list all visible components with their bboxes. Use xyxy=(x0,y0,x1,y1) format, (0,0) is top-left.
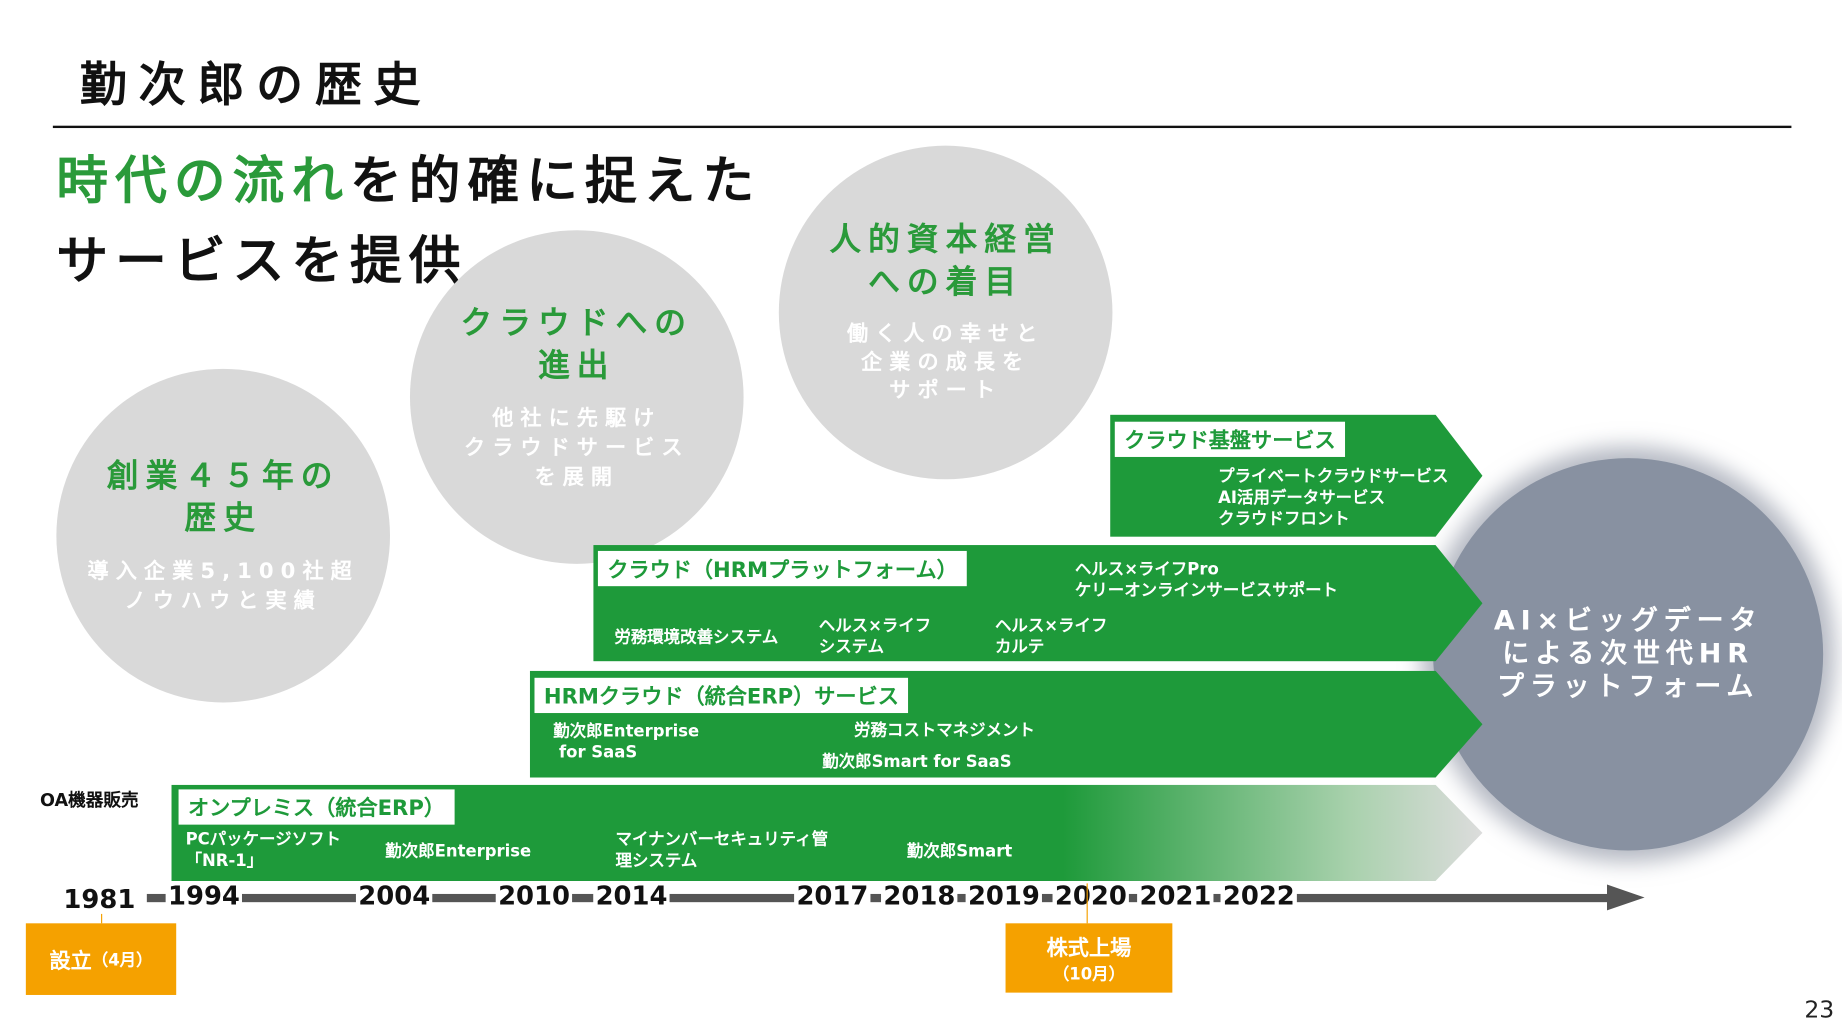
listing-connector xyxy=(1086,883,1088,924)
circle-sub: サポート xyxy=(889,378,1003,403)
band-item: カルテ xyxy=(994,637,1045,657)
band-item: クラウドフロント xyxy=(1218,509,1350,529)
circle-title: クラウドへの xyxy=(460,304,694,342)
band-item: ヘルス×ライフ xyxy=(818,616,932,636)
band-item: マイナンバーセキュリティ管 xyxy=(615,830,829,850)
headline-line1: 時代の流れを的確に捉えた xyxy=(56,139,761,214)
band-item: ヘルス×ライフPro xyxy=(1074,560,1219,580)
year-label: 2020 xyxy=(1052,882,1130,913)
band-cloud-infra: クラウド基盤サービス プライベートクラウドサービス AI活用データサービス クラウド… xyxy=(1110,415,1482,537)
band-label: HRMクラウド（統合ERP）サービス xyxy=(534,678,908,713)
circle-sub: 働く人の幸せと xyxy=(846,321,1045,347)
timeline-axis xyxy=(146,893,1610,903)
circle-sub: クラウドサービス xyxy=(464,435,690,460)
milestone-sub: （10月） xyxy=(1052,965,1126,984)
band-item: PCパッケージソフト xyxy=(185,830,341,850)
year-label: 2019 xyxy=(965,882,1043,913)
year-label: 2010 xyxy=(495,882,573,913)
band-item: AI活用データサービス xyxy=(1218,488,1386,508)
slide-title: 勤次郎の歴史 xyxy=(79,58,433,113)
circle-human-capital: 人的資本経営 への着目 働く人の幸せと 企業の成長を サポート xyxy=(778,145,1113,480)
page-number: 23 xyxy=(1804,994,1835,1024)
band-item: ヘルス×ライフ xyxy=(994,616,1108,636)
future-text: AI×ビッグデータ xyxy=(1493,606,1763,637)
band-hrm-cloud: HRMクラウド（統合ERP）サービス 勤次郎Enterprise for Saa… xyxy=(530,671,1483,778)
milestone-sub: （4月） xyxy=(91,950,153,970)
circle-title: への着目 xyxy=(868,264,1024,301)
future-text: による次世代HR xyxy=(1502,639,1754,670)
band-item: 勤次郎Smart for SaaS xyxy=(822,752,1012,772)
title-divider xyxy=(52,125,1792,129)
band-item: for SaaS xyxy=(559,743,638,763)
milestone-listing: 株式上場 （10月） xyxy=(1005,923,1173,993)
circle-sub: 他社に先駆け xyxy=(492,405,662,431)
headline-line2: サービスを提供 xyxy=(56,231,468,292)
milestone-founding: 設立 （4月） xyxy=(25,923,177,995)
year-label: 2004 xyxy=(355,882,433,913)
year-label: 2018 xyxy=(881,882,958,913)
oa-label: OA機器販売 xyxy=(39,789,139,811)
circle-title: 進出 xyxy=(538,347,616,384)
band-item: 勤次郎Smart xyxy=(906,842,1013,862)
circle-sub: ノウハウと実績 xyxy=(124,588,322,614)
band-label: クラウド基盤サービス xyxy=(1115,422,1345,457)
circle-history: 創業４５年の 歴史 導入企業5,100社超 ノウハウと実績 xyxy=(56,368,391,703)
year-label: 1994 xyxy=(165,882,243,913)
founding-connector xyxy=(101,913,103,924)
circle-sub: 企業の成長を xyxy=(861,350,1031,375)
circle-title: 歴史 xyxy=(184,500,262,537)
band-item: 理システム xyxy=(615,851,698,871)
band-item: 労務コストマネジメント xyxy=(854,721,1035,741)
headline-highlight: 時代の流れ xyxy=(56,151,351,212)
timeline-arrow-icon xyxy=(1606,884,1645,911)
band-item: 労務環境改善システム xyxy=(614,628,779,648)
circle-title: 人的資本経営 xyxy=(829,222,1062,259)
year-label: 1981 xyxy=(61,885,138,917)
year-label: 2014 xyxy=(593,882,670,913)
year-label: 2022 xyxy=(1220,882,1298,913)
year-label: 2021 xyxy=(1137,882,1214,913)
circle-sub: 導入企業5,100社超 xyxy=(87,559,359,584)
future-text: プラットフォーム xyxy=(1496,671,1760,703)
band-item: 勤次郎Enterprise xyxy=(385,842,532,862)
band-item: 「NR-1」 xyxy=(185,851,264,871)
circle-sub: を展開 xyxy=(534,464,620,490)
band-item: 勤次郎Enterprise xyxy=(553,722,700,742)
circle-cloud: クラウドへの 進出 他社に先駆けクラウドサービス を展開 xyxy=(409,230,744,564)
band-label: クラウド（HRMプラットフォーム） xyxy=(598,551,967,586)
band-onpremise: オンプレミス（統合ERP） PCパッケージソフト 「NR-1」 勤次郎Enterp… xyxy=(172,785,1483,881)
milestone-label: 株式上場 xyxy=(1046,935,1132,961)
milestone-label: 設立 xyxy=(49,948,92,974)
band-cloud-hrm: クラウド（HRMプラットフォーム） 労務環境改善システム ヘルス×ライフ システム… xyxy=(593,545,1482,661)
band-item: プライベートクラウドサービス xyxy=(1218,467,1449,487)
circle-title: 創業４５年の xyxy=(106,458,340,495)
band-item: ケリーオンラインサービスサポート xyxy=(1074,581,1338,601)
band-label: オンプレミス（統合ERP） xyxy=(179,789,455,824)
headline-rest: を的確に捉えた xyxy=(350,151,762,212)
future-platform-circle: AI×ビッグデータ による次世代HR プラットフォーム xyxy=(1433,458,1824,851)
year-label: 2017 xyxy=(794,882,871,913)
band-item: システム xyxy=(818,637,885,657)
